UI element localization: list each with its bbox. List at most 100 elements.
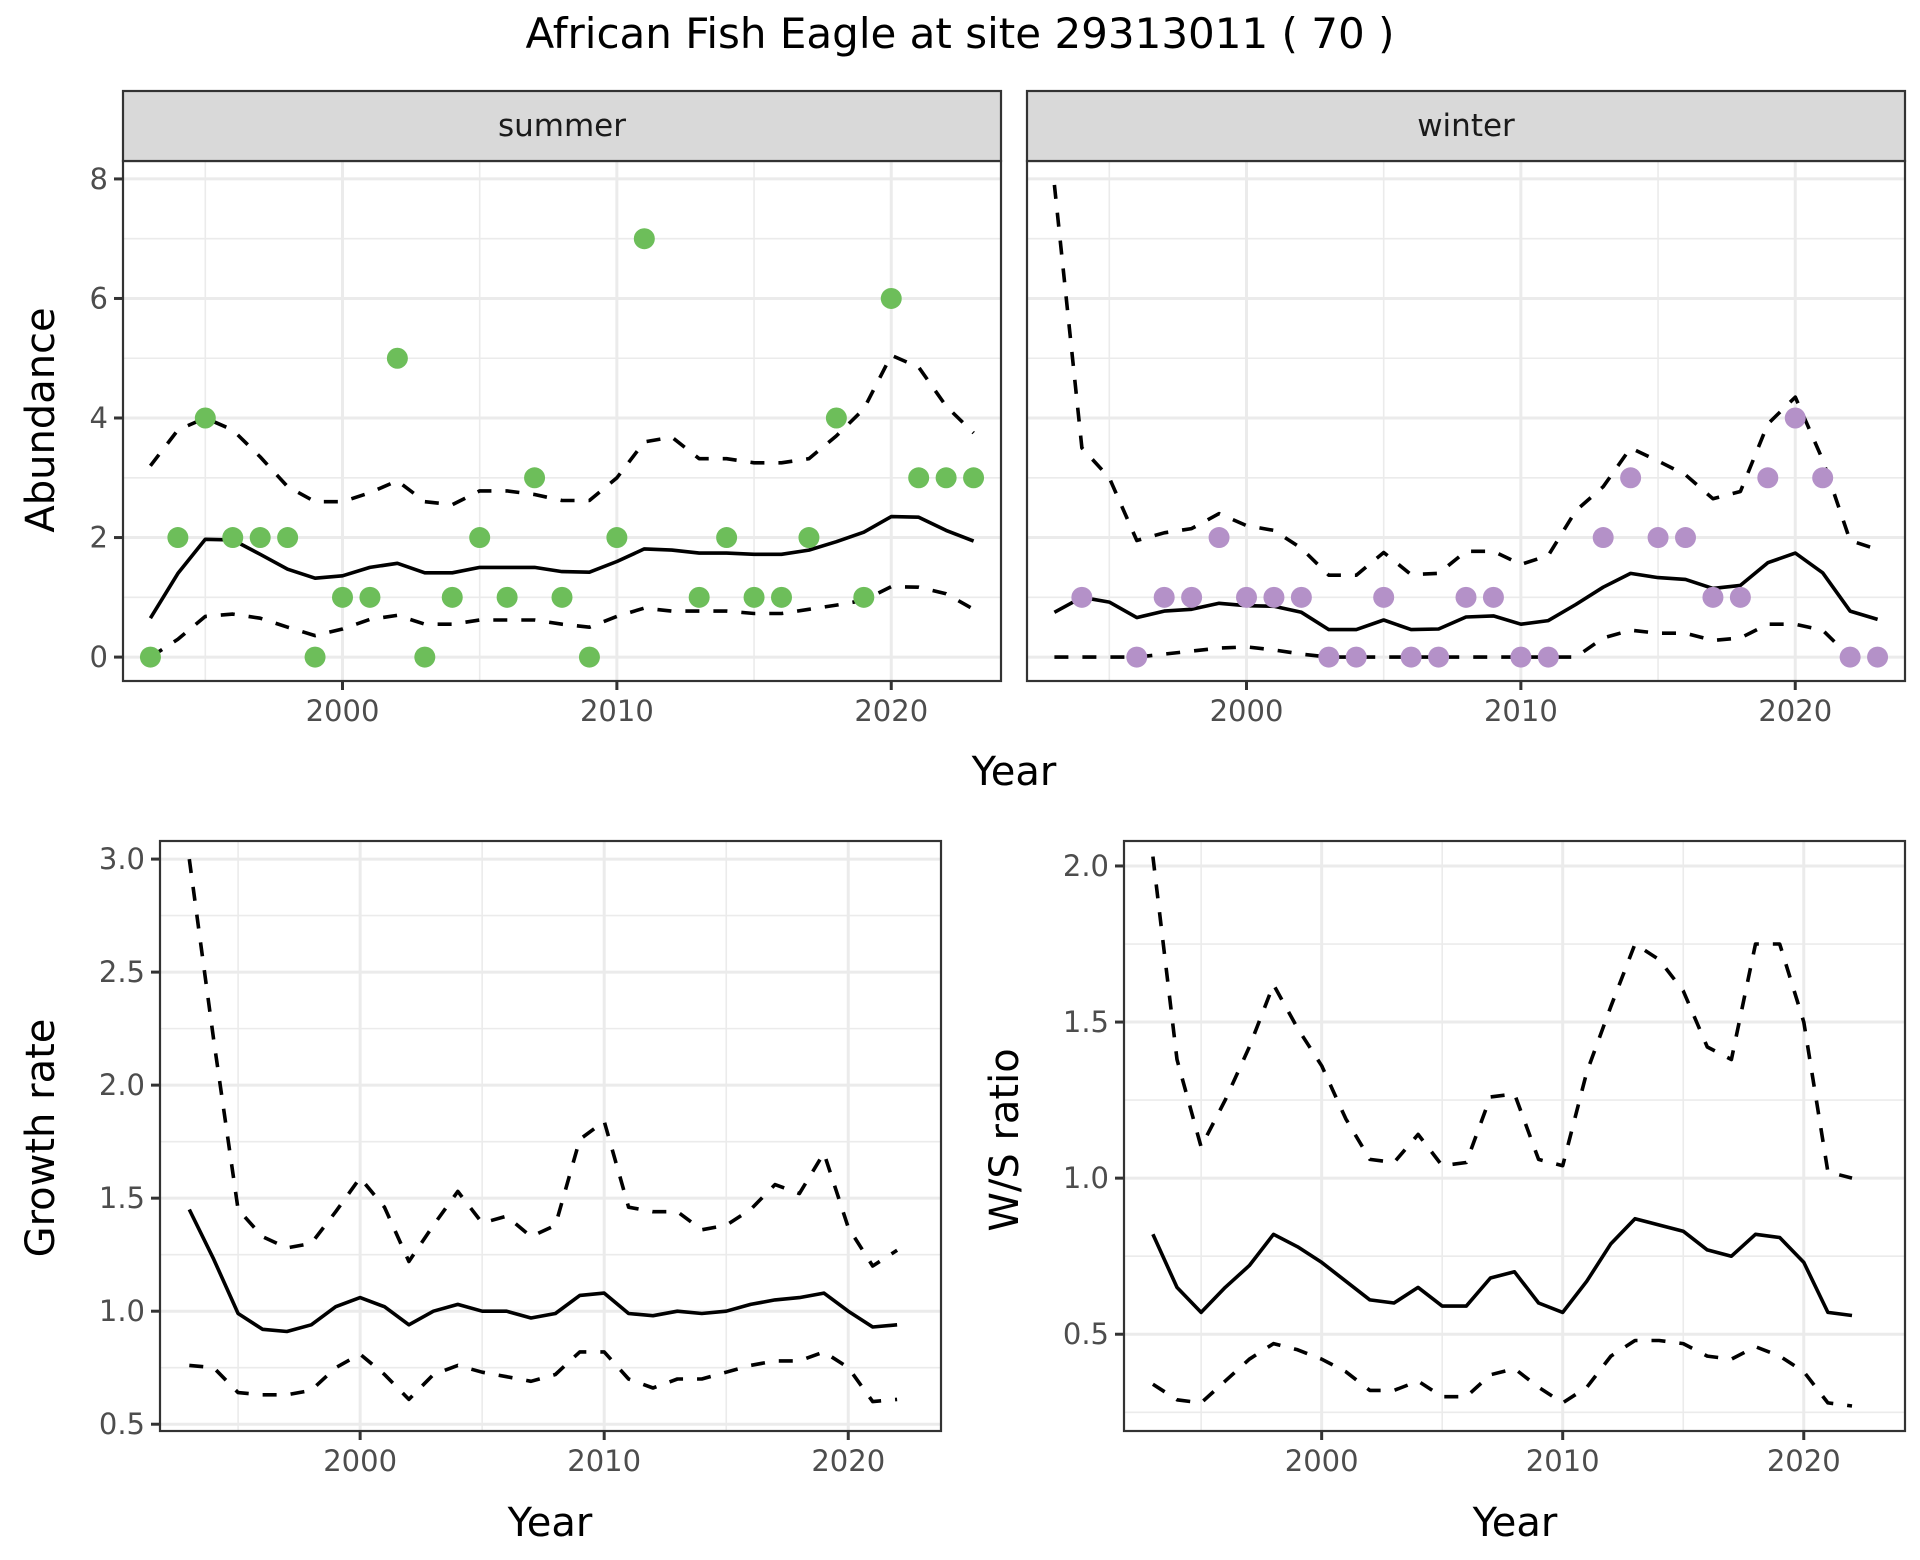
data-point	[1784, 407, 1806, 429]
data-point	[1537, 646, 1559, 668]
data-point	[469, 527, 491, 549]
data-point	[1373, 586, 1395, 608]
x-tick-label: 2010	[567, 1444, 641, 1478]
data-point	[1592, 527, 1614, 549]
data-point	[139, 646, 161, 668]
y-tick-label: 4	[90, 401, 108, 435]
series-line-lower	[189, 1350, 898, 1404]
data-point	[332, 586, 353, 608]
data-point	[277, 527, 299, 549]
data-point	[798, 527, 820, 549]
data-point	[716, 527, 738, 549]
data-point	[1126, 646, 1148, 668]
y-tick-label: 2.0	[1063, 849, 1109, 883]
data-point	[1867, 646, 1889, 668]
data-point	[551, 586, 573, 608]
strip-label-winter: winter	[1417, 108, 1515, 144]
plot-area	[1124, 841, 1905, 1431]
y-tick-label: 0	[90, 640, 108, 674]
strip-label-summer: summer	[498, 108, 626, 144]
data-point	[771, 586, 792, 608]
x-tick-label: 2020	[854, 694, 928, 728]
data-point	[578, 646, 600, 668]
panel-border	[1122, 839, 1907, 1433]
data-point	[743, 586, 765, 608]
data-point	[1428, 646, 1450, 668]
x-tick-label: 2000	[1210, 694, 1284, 728]
data-point	[1181, 586, 1203, 608]
y-tick-label: 0.5	[1063, 1317, 1109, 1351]
y-tick-label: 6	[90, 281, 108, 315]
data-point	[194, 407, 216, 429]
top-y-axis-title: Abundance	[18, 307, 64, 532]
y-tick-label: 2.5	[99, 955, 145, 989]
data-point	[441, 586, 463, 608]
panel-border	[158, 839, 943, 1433]
data-point	[880, 287, 902, 309]
series-line-mean	[1151, 1216, 1853, 1318]
data-point	[1729, 586, 1751, 608]
x-tick-label: 2010	[1526, 1444, 1600, 1478]
data-point	[1290, 586, 1312, 608]
data-point	[1345, 646, 1367, 668]
data-point	[853, 586, 875, 608]
data-point	[1071, 586, 1093, 608]
data-point	[1236, 586, 1257, 608]
x-tick-label: 2000	[1285, 1444, 1359, 1478]
series-line-mean	[1053, 551, 1879, 632]
series-line-upper	[187, 858, 899, 1268]
figure-title: African Fish Eagle at site 29313011 ( 70…	[526, 9, 1395, 58]
data-point	[606, 527, 628, 549]
data-point	[1647, 527, 1669, 549]
x-tick-label: 2020	[1758, 694, 1832, 728]
series-line-upper	[1151, 856, 1853, 1180]
data-point	[963, 467, 985, 489]
strip-summer	[121, 89, 1003, 163]
data-point	[825, 407, 847, 429]
ws-x-axis-title: Year	[1472, 1500, 1558, 1546]
x-tick-label: 2020	[1767, 1444, 1841, 1478]
data-point	[386, 347, 408, 369]
strip-winter	[1025, 89, 1907, 163]
data-point	[167, 527, 189, 549]
x-tick-label: 2000	[306, 694, 380, 728]
data-point	[496, 586, 518, 608]
data-point	[249, 527, 271, 549]
x-tick-label: 2020	[811, 1444, 885, 1478]
y-tick-label: 3.0	[99, 842, 145, 876]
data-point	[1620, 467, 1642, 489]
data-point	[1482, 586, 1504, 608]
data-point	[1510, 646, 1532, 668]
data-point	[414, 646, 436, 668]
data-point	[1839, 646, 1861, 668]
data-point	[908, 467, 930, 489]
data-point	[222, 527, 244, 549]
top-x-axis-title: Year	[971, 749, 1057, 795]
data-point	[1263, 586, 1285, 608]
data-point	[1153, 586, 1175, 608]
data-point	[1400, 646, 1422, 668]
x-tick-label: 2010	[1484, 694, 1558, 728]
panel-abundance-winter: 2000 2010 2020	[1025, 159, 1907, 728]
panel-ws-ratio: 2000 2010 2020 0.5 1.0 1.5 2.0	[1063, 839, 1907, 1478]
y-tick-label: 0.5	[99, 1407, 145, 1441]
series-line-lower	[1151, 1338, 1853, 1408]
panel-abundance-summer: 2000 2010 2020 0 2 4 6 8	[90, 159, 1003, 728]
growth-y-axis-title: Growth rate	[18, 1019, 64, 1258]
data-point	[1757, 467, 1779, 489]
y-tick-label: 1.5	[99, 1181, 145, 1215]
data-point	[935, 467, 957, 489]
data-point	[1812, 467, 1834, 489]
data-point	[1675, 527, 1696, 549]
data-point	[688, 586, 710, 608]
series-line-lower	[149, 584, 975, 659]
data-point	[633, 228, 655, 250]
series-line-upper	[148, 353, 975, 507]
data-point	[304, 646, 326, 668]
y-tick-label: 2	[90, 521, 108, 555]
data-point	[1208, 527, 1230, 549]
x-tick-label: 2010	[580, 694, 654, 728]
plot-area	[160, 841, 941, 1431]
x-tick-label: 2000	[323, 1444, 397, 1478]
